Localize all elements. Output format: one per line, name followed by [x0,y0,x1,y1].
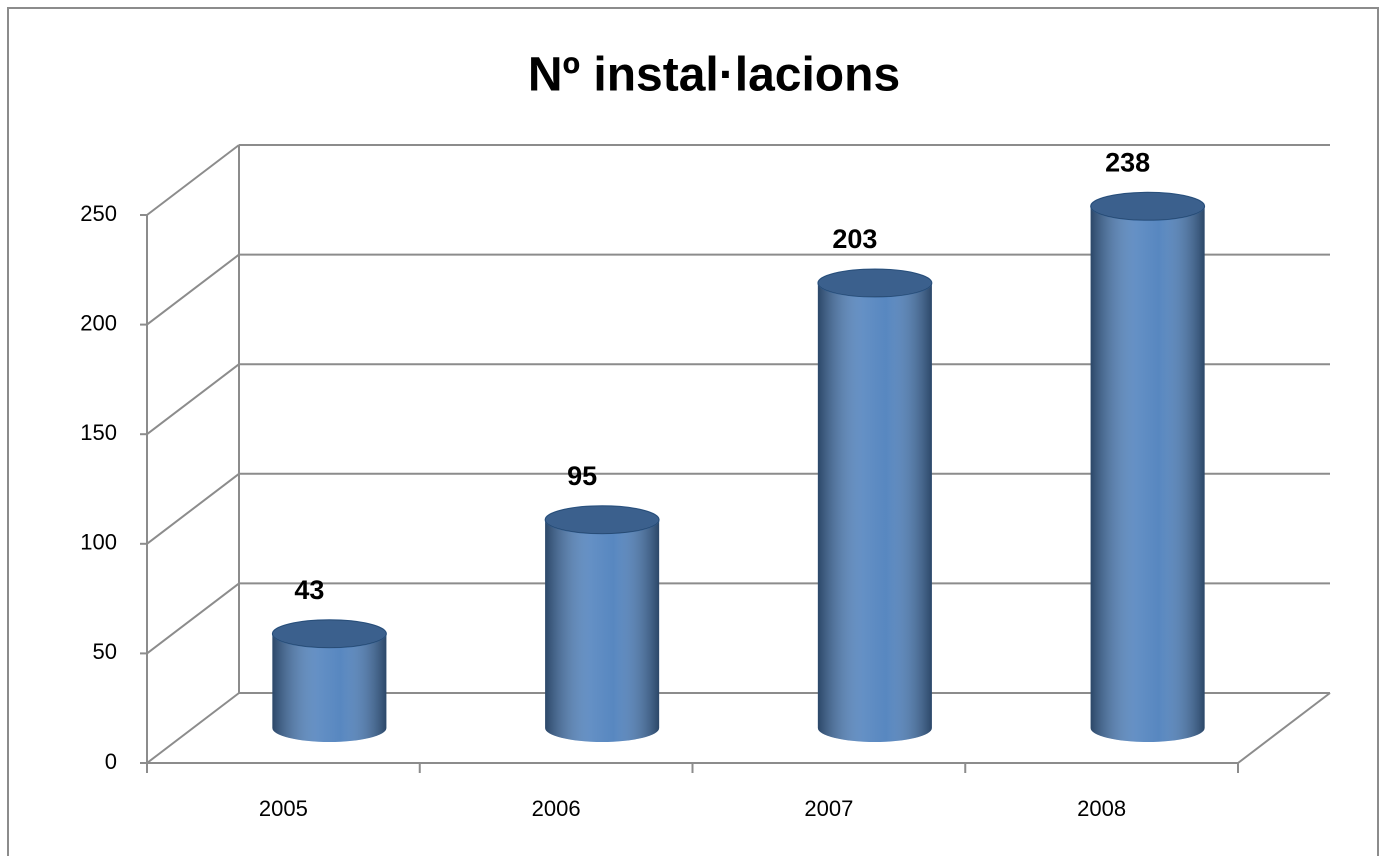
cylinder-top-shade [545,505,660,534]
y-tick-label: 200 [80,310,117,335]
grid-line-side [146,363,240,435]
cylinder-shade [272,619,387,743]
x-tick-label: 2008 [1077,796,1126,821]
y-tick-label: 0 [105,749,117,774]
x-tick-label: 2006 [532,796,581,821]
cylinder-shade [1090,192,1205,743]
cylinder-top [544,505,660,535]
grid-line-side [146,692,240,764]
cylinder-shade [817,269,932,743]
value-label: 203 [832,224,877,254]
value-label: 238 [1105,147,1150,177]
y-tick-label: 250 [80,201,117,226]
cylinder-top [817,268,933,298]
y-tick-label: 50 [93,639,117,664]
cylinder-top-shade [817,269,932,298]
grid-line-side [146,144,240,216]
floor-right [1237,692,1331,764]
value-label: 43 [294,575,324,605]
cylinder-shade [545,505,660,743]
grid-line-side [146,582,240,655]
grid-line-side [146,473,240,545]
cylinder-top-shade [1090,192,1205,221]
cylinder-top [271,619,387,649]
cylinder-top [1090,191,1206,221]
cylinder-top-shade [272,619,387,648]
y-tick-label: 150 [80,420,117,445]
x-tick-label: 2005 [259,796,308,821]
grid-line-side [146,253,240,326]
chart-title: Nº instal·lacions [528,49,900,102]
value-label: 95 [567,461,597,491]
y-tick-label: 100 [80,530,117,555]
x-tick-label: 2007 [804,796,853,821]
